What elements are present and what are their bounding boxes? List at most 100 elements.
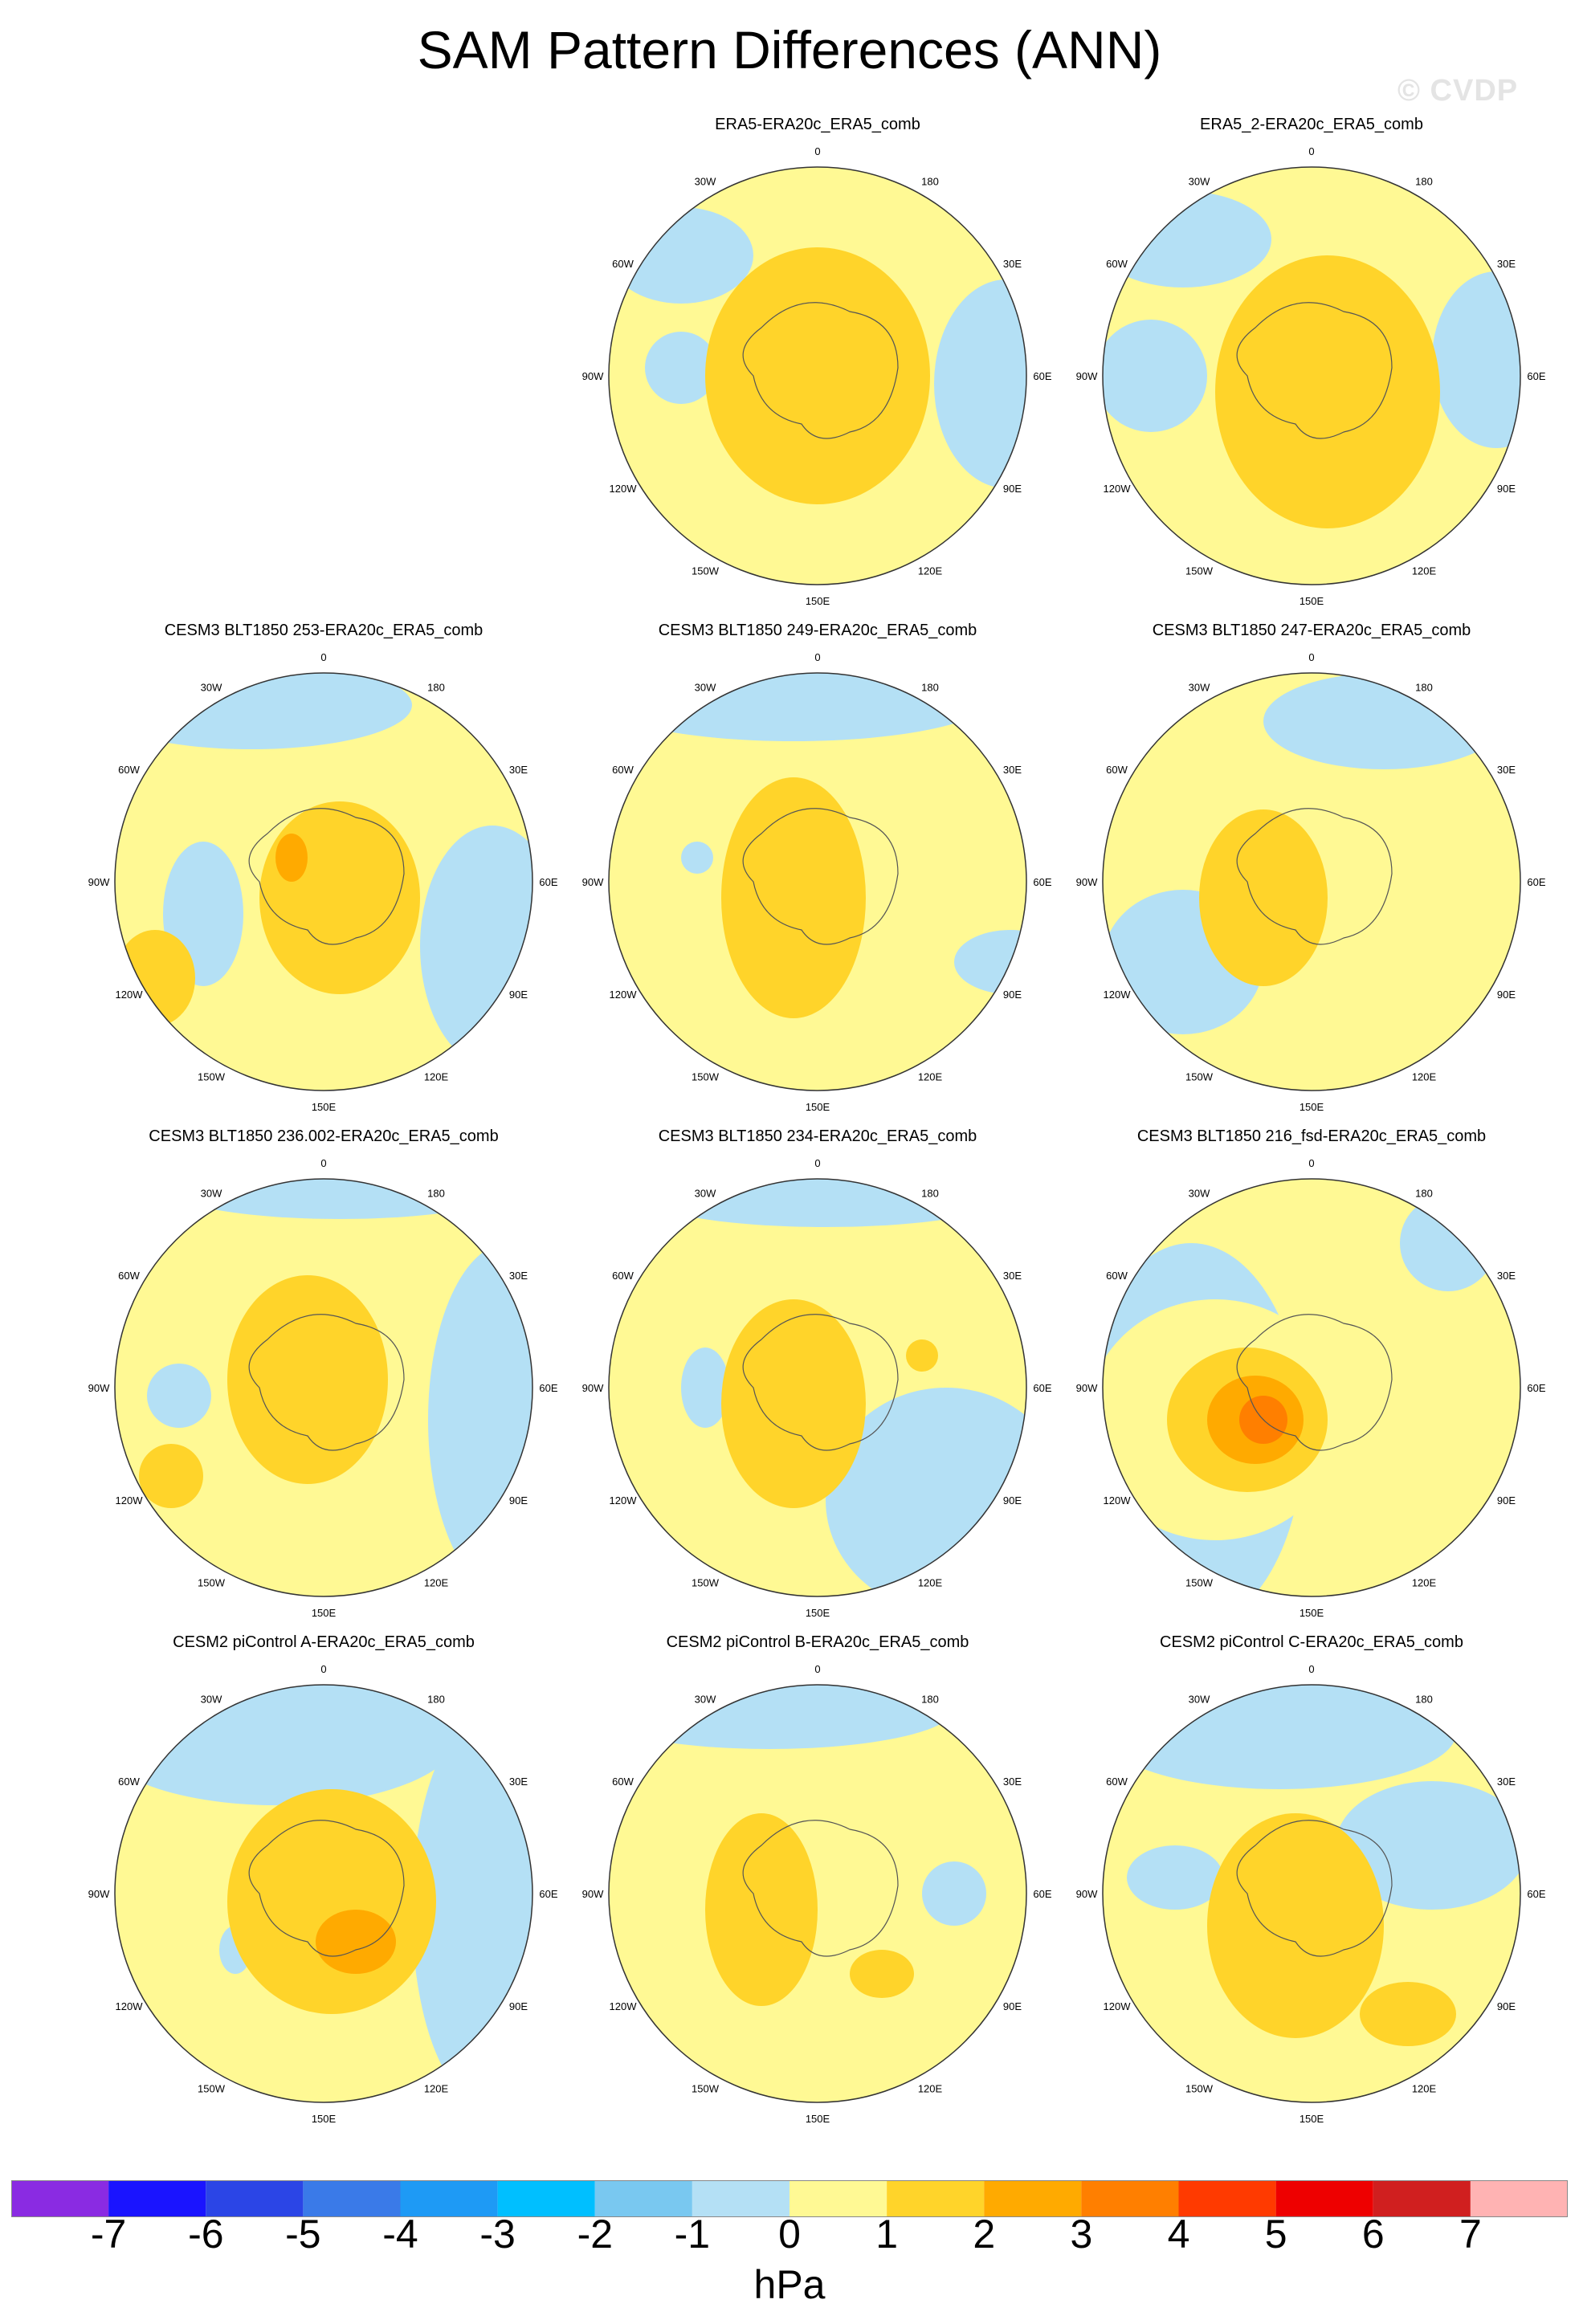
longitude-label: 60E xyxy=(1033,370,1051,382)
map-panel: CESM3 BLT1850 236.002-ERA20c_ERA5_comb 0 1… xyxy=(87,1126,561,1632)
longitude-label: 0 xyxy=(1308,145,1314,157)
contour-field xyxy=(115,1685,532,2102)
contour-region xyxy=(1215,255,1440,528)
colorbar-tick-label: -6 xyxy=(188,2212,224,2257)
longitude-label: 30W xyxy=(201,682,222,694)
longitude-label: 120W xyxy=(116,2000,144,2012)
polar-stereographic-map: 0 180 30E 60E 90E 120E 150E 150W 120W 90W 60W 30W xyxy=(1076,145,1546,607)
colorbar-tick-label: 6 xyxy=(1361,2212,1385,2257)
contour-field xyxy=(609,167,1026,585)
contour-field xyxy=(1103,167,1520,585)
colorbar-segment xyxy=(400,2180,498,2217)
longitude-label: 120E xyxy=(424,2083,449,2095)
polar-stereographic-map: 0 180 30E 60E 90E 120E 150E 150W 120W 90W 60W 30W xyxy=(1076,651,1546,1113)
contour-region xyxy=(1103,1685,1456,1789)
contour-region xyxy=(906,1339,938,1372)
polar-stereographic-map: 0 180 30E 60E 90E 120E 150E 150W 120W 90W 60W 30W xyxy=(582,145,1052,607)
panel-title: CESM3 BLT1850 249-ERA20c_ERA5_comb xyxy=(658,622,977,639)
colorbar-segment xyxy=(303,2180,401,2217)
longitude-label: 180 xyxy=(921,1694,939,1706)
panel-title: CESM2 piControl C-ERA20c_ERA5_comb xyxy=(1160,1633,1463,1651)
longitude-label: 180 xyxy=(921,176,939,188)
longitude-label: 0 xyxy=(1308,1157,1314,1169)
panel-title: CESM3 BLT1850 247-ERA20c_ERA5_comb xyxy=(1152,622,1471,639)
longitude-label: 120E xyxy=(918,1577,943,1589)
longitude-label: 120E xyxy=(918,2083,943,2095)
longitude-label: 150W xyxy=(692,565,720,577)
contour-region xyxy=(850,1950,914,1998)
longitude-label: 120W xyxy=(1104,483,1132,495)
colorbar-tick-label: 1 xyxy=(875,2212,898,2257)
longitude-label: 90E xyxy=(1497,2000,1516,2012)
contour-region xyxy=(705,1813,818,2006)
longitude-label: 60W xyxy=(118,764,140,776)
contour-region xyxy=(721,1299,866,1508)
colorbar-segment xyxy=(984,2180,1082,2217)
contour-region xyxy=(115,673,412,749)
longitude-label: 30E xyxy=(509,1776,528,1788)
longitude-label: 60W xyxy=(1106,258,1128,270)
contour-field xyxy=(115,1179,532,1596)
contour-region xyxy=(428,1243,532,1596)
contour-field xyxy=(609,673,1026,1091)
longitude-label: 30E xyxy=(1497,258,1516,270)
longitude-label: 30W xyxy=(695,682,716,694)
contour-region xyxy=(609,207,753,304)
longitude-label: 120E xyxy=(424,1071,449,1083)
longitude-label: 150E xyxy=(806,2113,830,2125)
polar-stereographic-map: 0 180 30E 60E 90E 120E 150E 150W 120W 90W 60W 30W xyxy=(582,1663,1052,2125)
contour-region xyxy=(609,673,994,741)
longitude-label: 90W xyxy=(582,876,604,888)
map-boundary xyxy=(1102,672,1521,1091)
longitude-label: 60W xyxy=(118,1776,140,1788)
contour-field xyxy=(609,1685,1026,2102)
colorbar-segment xyxy=(1081,2180,1179,2217)
colorbar-segment xyxy=(1275,2180,1373,2217)
longitude-label: 180 xyxy=(921,1188,939,1200)
longitude-label: 150E xyxy=(1300,1101,1324,1113)
longitude-label: 0 xyxy=(1308,651,1314,663)
longitude-label: 180 xyxy=(427,1188,445,1200)
map-boundary xyxy=(1102,1684,1521,2103)
longitude-label: 60W xyxy=(1106,1776,1128,1788)
map-boundary xyxy=(114,672,533,1091)
contour-region xyxy=(721,777,866,1018)
polar-stereographic-map: 0 180 30E 60E 90E 120E 150E 150W 120W 90W 60W 30W xyxy=(88,1663,558,2125)
map-boundary xyxy=(608,672,1027,1091)
contour-field xyxy=(115,673,532,1091)
longitude-label: 60E xyxy=(1033,1382,1051,1394)
panel-title: CESM2 piControl A-ERA20c_ERA5_comb xyxy=(173,1633,475,1651)
longitude-label: 180 xyxy=(427,1694,445,1706)
contour-region xyxy=(139,1444,203,1508)
longitude-label: 90E xyxy=(509,2000,528,2012)
longitude-label: 60E xyxy=(1033,876,1051,888)
antarctica-coastline xyxy=(248,1314,405,1451)
antarctica-coastline xyxy=(1236,808,1393,945)
longitude-label: 30E xyxy=(1003,258,1022,270)
longitude-label: 30W xyxy=(1189,1694,1210,1706)
longitude-label: 150W xyxy=(198,2083,226,2095)
colorbar-segment xyxy=(206,2180,304,2217)
longitude-label: 0 xyxy=(814,651,820,663)
longitude-label: 90W xyxy=(88,1382,110,1394)
longitude-label: 150W xyxy=(692,2083,720,2095)
map-panel: ERA5_2-ERA20c_ERA5_comb 0 180 30E 60E 90E 120E… xyxy=(1075,114,1548,620)
colorbar-tick-label: 2 xyxy=(973,2212,996,2257)
colorbar-segment xyxy=(497,2180,595,2217)
longitude-label: 150W xyxy=(692,1071,720,1083)
contour-region xyxy=(681,1348,729,1428)
antarctica-coastline xyxy=(248,1820,405,1957)
longitude-label: 120E xyxy=(424,1577,449,1589)
colorbar-tick-label: -2 xyxy=(577,2212,614,2257)
map-boundary xyxy=(608,1178,1027,1597)
contour-region xyxy=(1103,191,1271,287)
map-panel: CESM2 piControl C-ERA20c_ERA5_comb 0 180 30… xyxy=(1075,1632,1548,2138)
map-panel: CESM3 BLT1850 216_fsd-ERA20c_ERA5_comb 0 1… xyxy=(1075,1126,1548,1632)
longitude-label: 60E xyxy=(539,876,557,888)
map-panel: CESM3 BLT1850 253-ERA20c_ERA5_comb 0 180 30… xyxy=(87,620,561,1126)
polar-stereographic-map: 0 180 30E 60E 90E 120E 150E 150W 120W 90W 60W 30W xyxy=(582,651,1052,1113)
panel-title: ERA5_2-ERA20c_ERA5_comb xyxy=(1200,116,1423,133)
cvdp-watermark: © CVDP xyxy=(1397,74,1519,108)
longitude-label: 60E xyxy=(1527,370,1545,382)
longitude-label: 30W xyxy=(695,1188,716,1200)
